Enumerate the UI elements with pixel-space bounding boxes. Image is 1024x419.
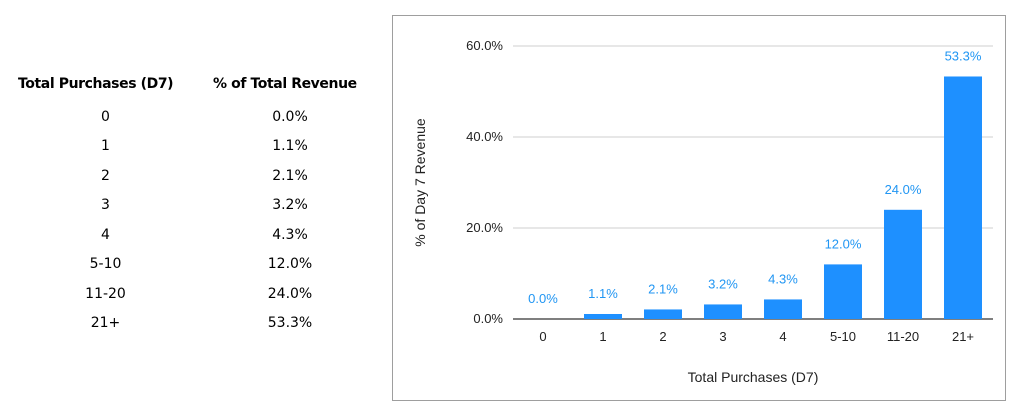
table-row: 2 2.1%	[18, 161, 363, 191]
y-axis-title: % of Day 7 Revenue	[412, 118, 428, 247]
x-tick-label: 4	[779, 329, 786, 344]
data-label: 53.3%	[945, 48, 982, 63]
header-total-purchases: Total Purchases (D7)	[18, 76, 174, 92]
bar	[644, 309, 682, 319]
table-row: 4 4.3%	[18, 220, 363, 250]
table-row: 1 1.1%	[18, 132, 363, 162]
data-label: 4.3%	[768, 271, 798, 286]
table-row: 3 3.2%	[18, 191, 363, 221]
cell-revenue: 0.0%	[272, 108, 308, 125]
x-tick-label: 11-20	[887, 329, 919, 344]
axis-ticks: 0.0% 20.0% 40.0% 60.0% 0 1 2 3 4 5-10 11-20 21+	[466, 38, 974, 344]
y-tick-label: 0.0%	[473, 311, 503, 326]
cell-purchases: 1	[101, 138, 110, 155]
x-tick-label: 5-10	[830, 329, 856, 344]
data-label: 0.0%	[528, 291, 558, 306]
y-tick-label: 20.0%	[466, 220, 503, 235]
cell-purchases: 5-10	[89, 256, 122, 273]
x-tick-label: 1	[599, 329, 606, 344]
bar-chart-panel: 0.0% 1.1% 2.1% 3.2% 4.3% 12.0% 24.0% 53.3% 0.0%…	[392, 15, 1006, 401]
cell-revenue: 53.3%	[267, 315, 313, 332]
bar	[764, 299, 802, 319]
cell-revenue: 24.0%	[267, 285, 313, 302]
cell-purchases: 3	[101, 197, 110, 214]
data-label: 3.2%	[708, 276, 738, 291]
x-tick-label: 0	[539, 329, 546, 344]
cell-revenue: 4.3%	[272, 226, 308, 243]
cell-revenue: 12.0%	[267, 256, 313, 273]
bar	[944, 76, 982, 319]
data-label: 2.1%	[648, 281, 678, 296]
purchases-revenue-table: Total Purchases (D7) % of Total Revenue …	[18, 76, 363, 338]
bar	[704, 304, 742, 319]
data-label: 24.0%	[885, 182, 922, 197]
table-row: 0 0.0%	[18, 102, 363, 132]
data-label: 12.0%	[825, 236, 862, 251]
bar	[884, 209, 922, 319]
bars	[584, 76, 982, 319]
y-tick-label: 40.0%	[466, 129, 503, 144]
table-row: 11-20 24.0%	[18, 279, 363, 309]
data-label: 1.1%	[588, 286, 618, 301]
x-tick-label: 2	[659, 329, 666, 344]
cell-purchases: 4	[101, 226, 110, 243]
table-header-row: Total Purchases (D7) % of Total Revenue	[18, 76, 363, 102]
bar	[584, 313, 622, 319]
x-tick-label: 21+	[952, 329, 974, 344]
cell-revenue: 2.1%	[272, 167, 308, 184]
x-tick-label: 3	[719, 329, 726, 344]
cell-purchases: 11-20	[85, 285, 126, 302]
cell-purchases: 2	[101, 167, 110, 184]
table-row: 5-10 12.0%	[18, 250, 363, 280]
cell-revenue: 1.1%	[272, 138, 308, 155]
y-tick-label: 60.0%	[466, 38, 503, 53]
table-row: 21+ 53.3%	[18, 309, 363, 339]
x-axis-title: Total Purchases (D7)	[688, 369, 819, 385]
header-percent-revenue: % of Total Revenue	[213, 76, 357, 92]
cell-revenue: 3.2%	[272, 197, 308, 214]
data-labels: 0.0% 1.1% 2.1% 3.2% 4.3% 12.0% 24.0% 53.3%	[528, 48, 982, 306]
cell-purchases: 0	[101, 108, 110, 125]
cell-purchases: 21+	[90, 315, 121, 332]
bar-chart: 0.0% 1.1% 2.1% 3.2% 4.3% 12.0% 24.0% 53.3% 0.0%…	[412, 38, 993, 385]
bar	[824, 264, 862, 319]
